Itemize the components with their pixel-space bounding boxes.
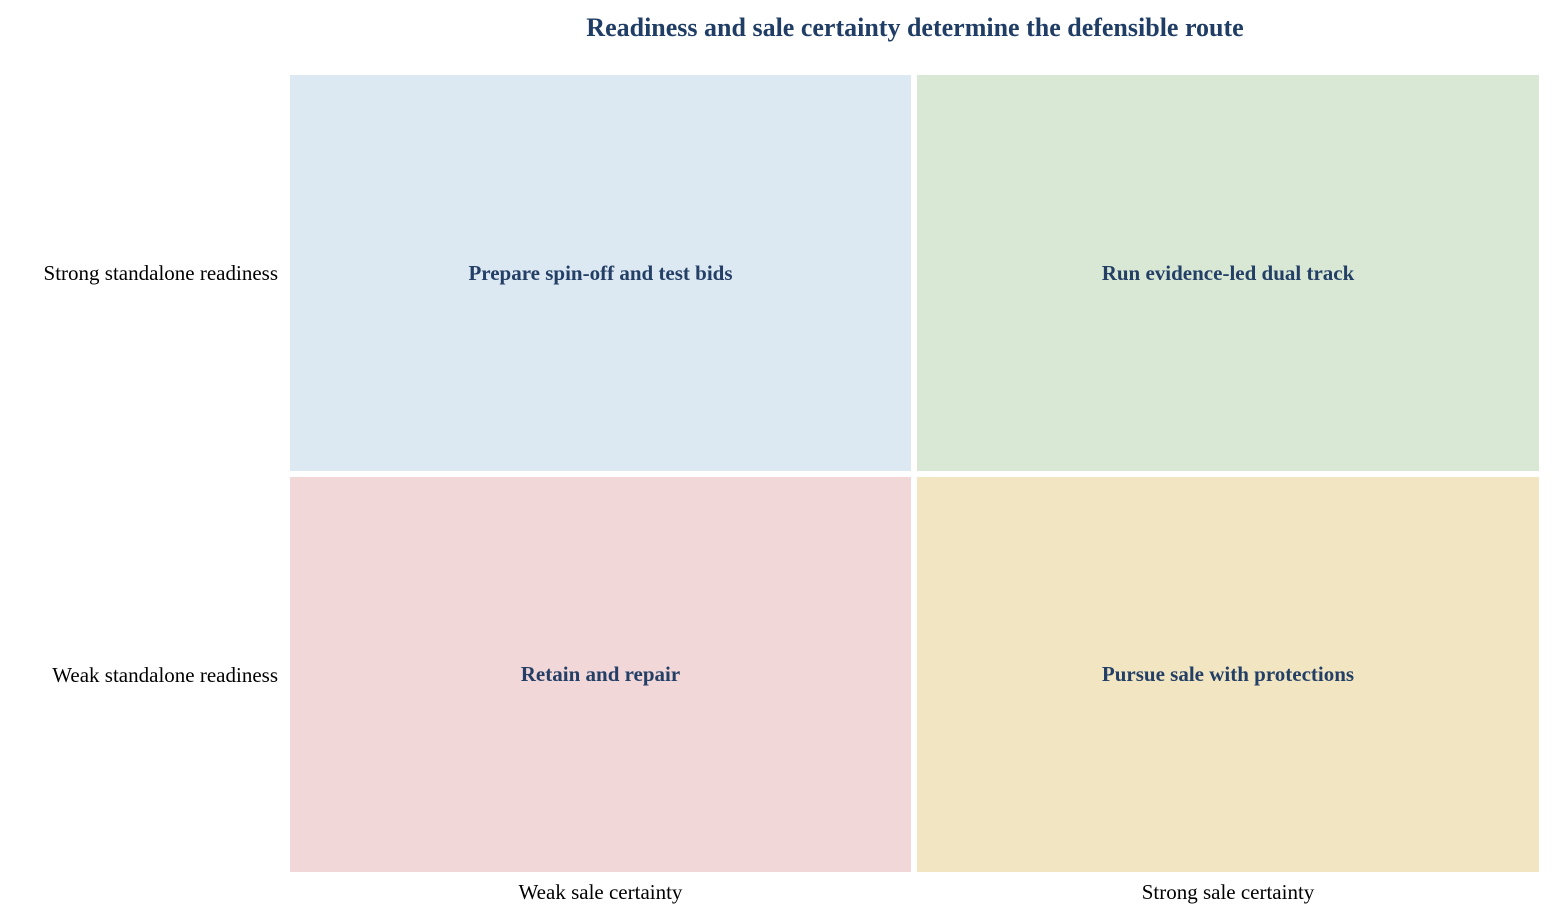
row-label-weak-readiness: Weak standalone readiness — [52, 663, 278, 687]
quadrant-bottom-right-label: Pursue sale with protections — [1101, 662, 1355, 686]
row-label-strong-readiness: Strong standalone readiness — [43, 261, 278, 285]
quadrant-top-right-label: Run evidence-led dual track — [1101, 260, 1355, 285]
diagram-title: Readiness and sale certainty determine t… — [586, 13, 1244, 42]
quadrant-top-left: Prepare spin-off and test bids — [290, 75, 911, 471]
quadrant-bottom-left-label: Retain and repair — [520, 662, 681, 686]
quadrant-bottom-left: Retain and repair — [290, 477, 911, 872]
quadrant-bottom-right: Pursue sale with protections — [917, 477, 1539, 872]
column-label-strong-certainty: Strong sale certainty — [1141, 880, 1315, 904]
column-label-weak-certainty: Weak sale certainty — [518, 880, 683, 904]
quadrant-top-left-label: Prepare spin-off and test bids — [468, 260, 733, 285]
quadrant-top-right: Run evidence-led dual track — [917, 75, 1539, 471]
